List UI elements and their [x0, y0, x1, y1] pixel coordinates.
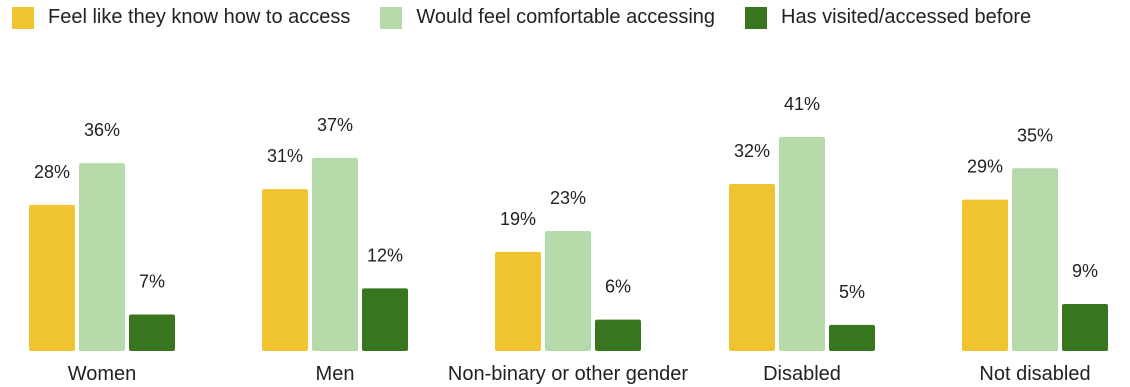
value-label-non-binary-or-other-gender-series-2: 6% [605, 277, 631, 297]
value-label-not-disabled-series-1: 35% [1017, 125, 1053, 145]
bar-non-binary-or-other-gender-series-1 [545, 230, 591, 351]
legend-swatch-know-how-to-access [12, 6, 34, 29]
legend-label-comfortable-accessing: Would feel comfortable accessing [416, 6, 716, 28]
bar-women-series-0 [29, 204, 75, 351]
bar-men-series-2 [362, 288, 408, 351]
bar-women-series-2 [129, 314, 175, 351]
legend-item-visited-before: Has visited/accessed before [745, 6, 1031, 29]
value-label-women-series-0: 28% [34, 162, 70, 182]
value-label-not-disabled-series-0: 29% [967, 157, 1003, 177]
bar-not-disabled-series-1 [1012, 168, 1058, 351]
bar-disabled-series-2 [829, 324, 875, 351]
value-label-men-series-1: 37% [317, 115, 353, 135]
value-label-women-series-2: 7% [139, 271, 165, 291]
value-label-men-series-0: 31% [267, 146, 303, 166]
value-label-disabled-series-0: 32% [734, 141, 770, 161]
bar-disabled-series-0 [729, 183, 775, 351]
value-label-women-series-1: 36% [84, 120, 120, 140]
bar-non-binary-or-other-gender-series-0 [495, 251, 541, 351]
category-label-not-disabled: Not disabled [979, 363, 1090, 385]
bar-not-disabled-series-2 [1062, 304, 1108, 351]
legend-label-visited-before: Has visited/accessed before [781, 6, 1032, 28]
bar-not-disabled-series-0 [962, 199, 1008, 351]
value-label-not-disabled-series-2: 9% [1072, 261, 1098, 281]
legend: Feel like they know how to access Would … [12, 6, 1031, 29]
bar-non-binary-or-other-gender-series-2 [595, 319, 641, 351]
legend-item-comfortable-accessing: Would feel comfortable accessing [380, 6, 715, 29]
category-label-disabled: Disabled [763, 363, 841, 385]
category-label-men: Men [316, 363, 355, 385]
category-label-non-binary-or-other-gender: Non-binary or other gender [448, 363, 688, 385]
value-label-disabled-series-1: 41% [784, 94, 820, 114]
value-label-non-binary-or-other-gender-series-1: 23% [550, 188, 586, 208]
value-label-non-binary-or-other-gender-series-0: 19% [500, 209, 536, 229]
category-label-women: Women [68, 363, 137, 385]
bar-men-series-1 [312, 157, 358, 351]
legend-item-know-how-to-access: Feel like they know how to access [12, 6, 350, 29]
value-label-men-series-2: 12% [367, 245, 403, 265]
legend-swatch-visited-before [745, 6, 768, 29]
legend-swatch-comfortable-accessing [380, 6, 403, 29]
bar-women-series-1 [79, 163, 125, 351]
bar-men-series-0 [262, 189, 308, 351]
value-label-disabled-series-2: 5% [839, 282, 865, 302]
bar-disabled-series-1 [779, 136, 825, 351]
legend-label-know-how-to-access: Feel like they know how to access [48, 6, 351, 28]
